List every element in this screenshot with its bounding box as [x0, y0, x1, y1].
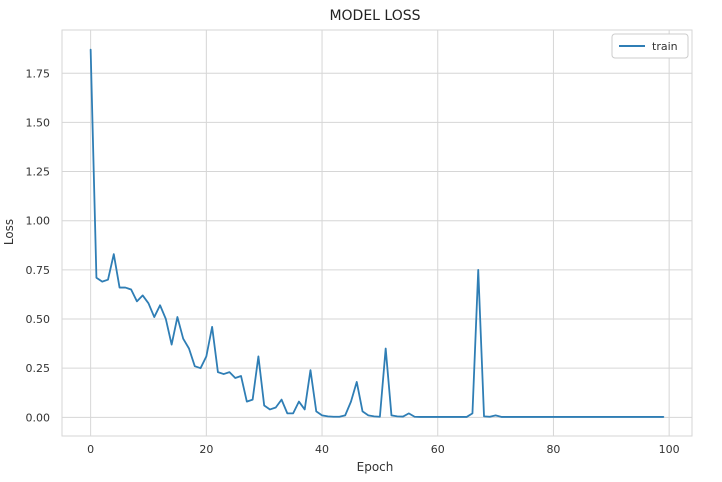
x-tick-label: 20 — [199, 443, 213, 456]
chart-title: MODEL LOSS — [329, 8, 420, 24]
x-tick-label: 100 — [659, 443, 680, 456]
x-tick-label: 80 — [546, 443, 560, 456]
legend-label-train: train — [652, 40, 678, 53]
y-tick-label: 1.00 — [26, 215, 51, 228]
y-tick-label: 1.50 — [26, 116, 51, 129]
x-axis-label: Epoch — [357, 460, 394, 474]
y-tick-label: 0.00 — [26, 411, 51, 424]
y-tick-label: 0.25 — [26, 362, 51, 375]
y-tick-label: 0.50 — [26, 313, 51, 326]
plot-area: 0 20 40 60 80 100 0.00 0.25 0.50 0.75 1.00 1.25 1.50… — [26, 29, 693, 456]
y-tick-label: 1.25 — [26, 166, 51, 179]
legend-box — [611, 33, 689, 59]
plot-frame — [61, 29, 693, 437]
series-line-train — [89, 48, 665, 418]
y-tick-label: 0.75 — [26, 264, 51, 277]
x-tick-label: 60 — [431, 443, 445, 456]
y-axis-label: Loss — [2, 219, 16, 245]
y-tick-label: 1.75 — [26, 67, 51, 80]
legend: train — [611, 33, 689, 59]
x-tick-label: 40 — [315, 443, 329, 456]
x-tick-label: 0 — [87, 443, 94, 456]
